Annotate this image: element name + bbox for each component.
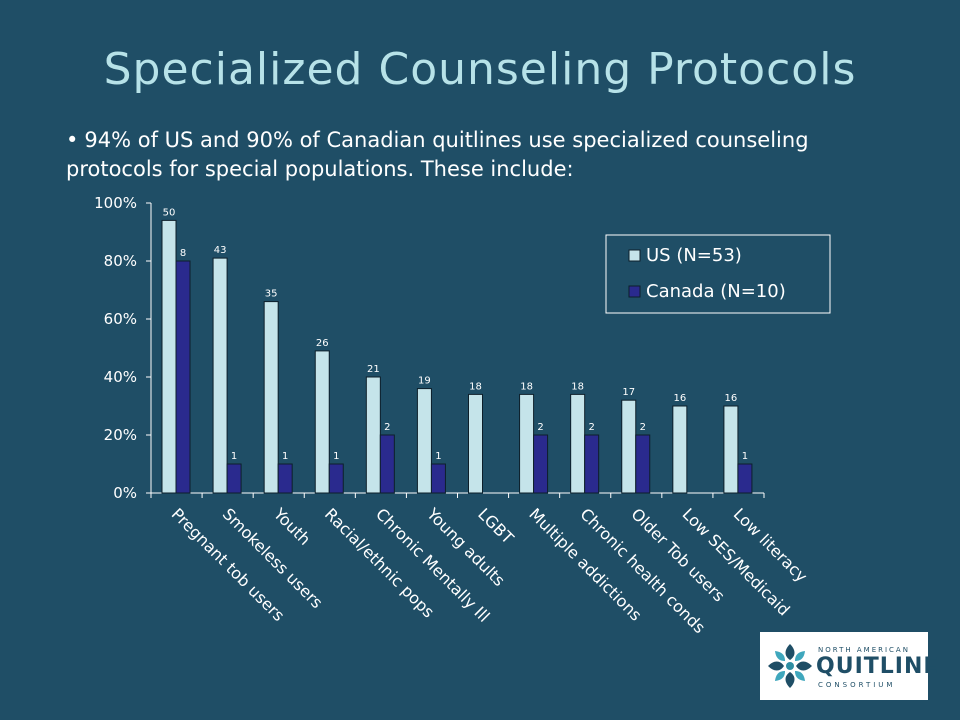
us-bar (416, 388, 432, 494)
y-tick-label: 40% (104, 368, 137, 386)
logo-line-2: QUITLINE (816, 654, 940, 679)
canada-data-label: 1 (282, 451, 288, 462)
bullet-content: 94% of US and 90% of Canadian quitlines … (66, 128, 809, 181)
legend-label-canada: Canada (N=10) (646, 281, 786, 302)
us-bar (723, 405, 739, 494)
us-data-label: 16 (725, 393, 738, 404)
canada-bar (175, 260, 191, 494)
y-tick-label: 60% (104, 310, 137, 328)
legend-swatch-us (628, 249, 641, 262)
us-data-label: 43 (214, 245, 227, 256)
us-data-label: 50 (163, 207, 176, 218)
canada-bar (584, 434, 600, 494)
canada-bar (533, 434, 549, 494)
us-bar (519, 393, 535, 494)
category-label: Older Tob users (627, 504, 728, 605)
legend-swatch-canada (628, 285, 641, 298)
us-bar (212, 257, 228, 494)
canada-bar (226, 463, 242, 494)
canada-data-label: 1 (435, 451, 441, 462)
canada-data-label: 1 (742, 451, 748, 462)
canada-data-label: 8 (180, 248, 186, 259)
canada-bar (737, 463, 753, 494)
quitline-logo: NORTH AMERICAN QUITLINE CONSORTIUM (760, 632, 938, 700)
us-data-label: 18 (571, 381, 584, 392)
y-tick-label: 100% (94, 194, 137, 212)
us-bar (365, 376, 381, 494)
us-data-label: 18 (520, 381, 533, 392)
canada-data-label: 2 (588, 422, 594, 433)
category-label: Youth (269, 504, 314, 549)
category-label: LGBT (474, 504, 517, 547)
us-data-label: 21 (367, 364, 380, 375)
bullet-dot: • (66, 128, 79, 152)
canada-bar (277, 463, 293, 494)
canada-data-label: 2 (537, 422, 543, 433)
canada-bar (328, 463, 344, 494)
canada-bar (430, 463, 446, 494)
us-bar (621, 399, 637, 494)
bullet-text: • 94% of US and 90% of Canadian quitlines… (66, 126, 906, 184)
us-bar (263, 301, 279, 494)
us-data-label: 35 (265, 289, 278, 300)
us-bar (314, 350, 330, 494)
us-data-label: 16 (673, 393, 686, 404)
slide-title: Specialized Counseling Protocols (103, 44, 857, 95)
logo-line-1: NORTH AMERICAN (818, 646, 910, 654)
canada-data-label: 1 (333, 451, 339, 462)
us-bar (672, 405, 688, 494)
us-data-label: 17 (622, 387, 635, 398)
canada-bar (635, 434, 651, 494)
canada-data-label: 2 (384, 422, 390, 433)
us-bar (570, 393, 586, 494)
legend-label-us: US (N=53) (646, 245, 742, 266)
logo-line-3: CONSORTIUM (818, 681, 896, 689)
canada-data-label: 2 (640, 422, 646, 433)
canada-bar (379, 434, 395, 494)
y-tick-label: 20% (104, 426, 137, 444)
logo-emblem-icon (768, 644, 812, 688)
y-tick-label: 80% (104, 252, 137, 270)
us-data-label: 19 (418, 376, 431, 387)
us-data-label: 26 (316, 338, 329, 349)
y-tick-label: 0% (113, 484, 137, 502)
us-bar (468, 393, 483, 494)
legend-box (605, 234, 831, 314)
us-data-label: 18 (469, 381, 482, 392)
canada-data-label: 1 (231, 451, 237, 462)
us-bar (161, 219, 177, 494)
